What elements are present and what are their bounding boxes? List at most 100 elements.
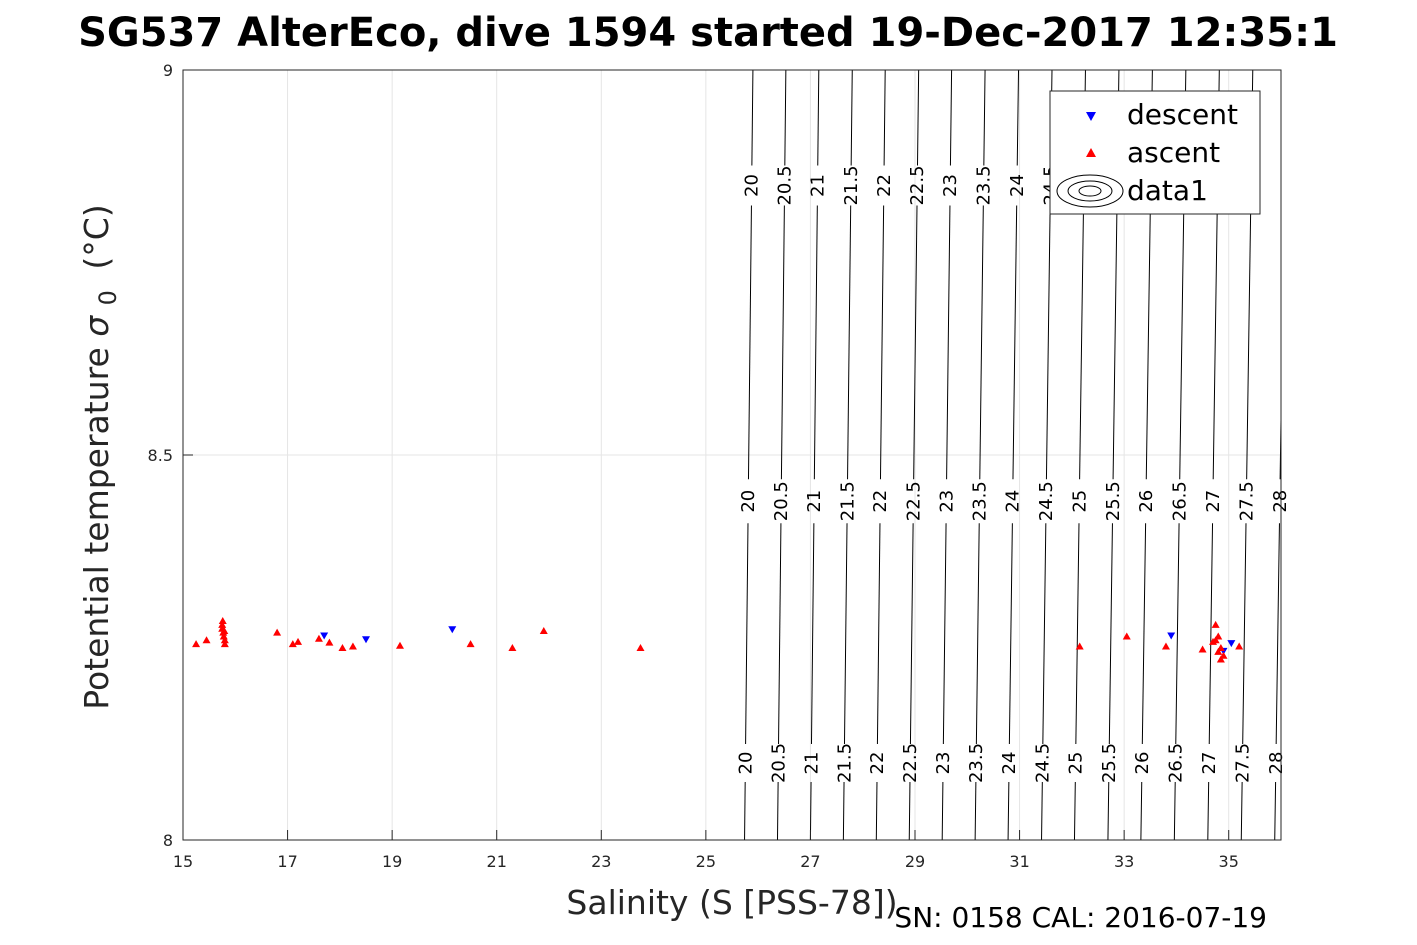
contour-label: 21 — [801, 752, 822, 775]
ascent-point — [1214, 647, 1223, 655]
density-contour-line — [979, 205, 984, 480]
x-tick-label: 17 — [277, 852, 297, 871]
density-contour-line — [1079, 205, 1085, 480]
density-contour-line — [847, 205, 852, 480]
ascent-point — [273, 628, 282, 636]
x-tick-label: 23 — [591, 852, 611, 871]
density-contour-line — [1212, 205, 1218, 480]
x-tick-label: 27 — [800, 852, 820, 871]
contour-label: 25 — [1066, 752, 1087, 775]
contour-label: 28 — [1266, 752, 1287, 775]
x-tick-label: 25 — [696, 852, 716, 871]
contour-label: 21 — [808, 174, 829, 197]
contour-label: 20 — [742, 174, 763, 197]
contour-label: 27.5 — [1232, 743, 1253, 783]
density-contour-line — [1242, 523, 1247, 745]
legend-ascent-label: ascent — [1127, 136, 1220, 169]
y-axis-label-unit: (°C) — [77, 204, 116, 269]
density-contour-line — [1173, 781, 1176, 841]
contour-label: 20.5 — [771, 481, 792, 521]
y-axis-label-symbol: σ — [77, 315, 116, 337]
ascent-point — [1211, 636, 1220, 644]
contour-label: 24.5 — [1036, 481, 1057, 521]
density-contour-line — [875, 781, 878, 841]
density-contour-line — [1107, 781, 1110, 841]
density-contour-line — [908, 781, 911, 841]
density-contour-line — [817, 69, 820, 166]
contour-label: 25 — [1069, 490, 1090, 513]
density-contour-line — [916, 69, 920, 166]
ascent-point — [288, 640, 297, 648]
ascent-point — [219, 632, 228, 640]
contour-label: 21 — [804, 490, 825, 513]
density-contour-line — [975, 523, 980, 745]
density-contour-line — [1042, 523, 1047, 745]
chart-title: SG537 AlterEco, dive 1594 started 19-Dec… — [78, 10, 1338, 56]
legend-descent-label: descent — [1127, 98, 1238, 131]
ascent-point — [192, 640, 201, 648]
contour-label: 23 — [933, 752, 954, 775]
density-contour-line — [1207, 781, 1210, 841]
density-contour-line — [1075, 523, 1080, 745]
ascent-point — [1161, 642, 1170, 650]
contour-label: 24 — [1003, 490, 1024, 513]
density-contour-line — [1246, 205, 1252, 480]
y-tick-label: 8.5 — [148, 446, 173, 465]
ascent-point — [220, 627, 229, 635]
descent-point — [1227, 640, 1236, 648]
contour-label: 26 — [1132, 752, 1153, 775]
density-contour-line — [1045, 205, 1051, 480]
density-contour-line — [1175, 523, 1180, 745]
contour-label: 24 — [1007, 174, 1028, 197]
density-contour-line — [983, 69, 986, 166]
density-contour-line — [974, 781, 977, 841]
density-contour-line — [1008, 523, 1013, 745]
legend-box — [1049, 90, 1261, 215]
ascent-point — [220, 636, 229, 644]
contour-label: 26 — [1136, 490, 1157, 513]
footer-serial-calibration: SN: 0158 CAL: 2016-07-19 — [894, 901, 1267, 934]
density-contour-line — [1041, 781, 1043, 841]
density-contour-line — [747, 205, 752, 480]
contour-label: 23.5 — [974, 165, 995, 205]
data-points — [192, 617, 1244, 663]
descent-point — [362, 636, 370, 644]
y-axis-label-subscript: 0 — [94, 290, 122, 305]
contour-label: 23.5 — [966, 743, 987, 783]
ascent-point — [1235, 642, 1244, 650]
density-contour-line — [876, 523, 881, 745]
contour-label: 20.5 — [775, 165, 796, 205]
contour-label: 24.5 — [1033, 743, 1054, 783]
density-contour-line — [810, 523, 815, 745]
density-contour-line — [744, 781, 746, 841]
x-tick-label: 31 — [1009, 852, 1029, 871]
contour-label: 20 — [738, 490, 759, 513]
x-tick-label: 29 — [905, 852, 925, 871]
x-tick-label: 21 — [487, 852, 507, 871]
y-tick-label: 8 — [163, 831, 173, 850]
ascent-point — [1075, 642, 1084, 650]
contour-label: 28 — [1270, 490, 1291, 513]
density-contour-line — [1007, 781, 1010, 841]
density-contour-line — [1112, 205, 1118, 480]
density-contour-line — [1240, 781, 1243, 841]
contour-label: 21.5 — [841, 165, 862, 205]
density-contour-line — [913, 205, 918, 480]
density-contour-line — [941, 781, 944, 841]
contour-label: 22.5 — [900, 743, 921, 783]
ascent-point — [220, 640, 229, 648]
density-contour-line — [909, 523, 914, 745]
contour-label: 26.5 — [1165, 743, 1186, 783]
ascent-point — [466, 640, 475, 648]
legend: descent ascent data1 — [1049, 90, 1261, 215]
density-contour-line — [1141, 523, 1147, 745]
x-tick-label: 35 — [1219, 852, 1239, 871]
ascent-point — [539, 627, 548, 635]
density-contour-line — [883, 69, 886, 166]
ascent-point — [395, 641, 404, 649]
density-contour-line — [842, 781, 845, 841]
density-contour-line — [778, 523, 782, 745]
density-contour-line — [843, 523, 848, 745]
density-contour-line — [1208, 523, 1214, 745]
